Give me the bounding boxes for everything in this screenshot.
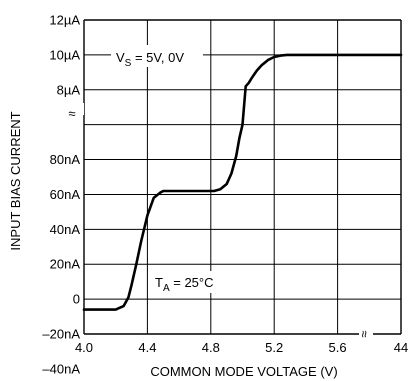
y-tick-label: 8µA [57,82,81,97]
axis-break-x: ≈ [357,330,372,337]
axis-break-marker-y: ≈ [60,103,84,121]
x-tick-label: 5.6 [329,340,347,355]
series-line [82,53,403,311]
supply-annotation-bg [111,45,203,67]
y-tick-label: 10µA [49,47,80,62]
x-tick-label: 4.0 [75,340,93,355]
temperature-annotation-bg [150,271,234,293]
axis-break-marker-x: ≈ [357,320,373,348]
x-tick-label: 44 [394,340,408,355]
y-tick-label: 80nA [50,152,81,167]
x-axis-label: COMMON MODE VOLTAGE (V) [150,364,337,379]
x-tick-label: 4.4 [138,340,156,355]
y-tick-label: –20nA [42,327,80,342]
y-tick-label: 60nA [50,187,81,202]
axis-break-y: ≈ [68,106,75,121]
y-tick-label: 0 [73,292,80,307]
x-tick-label: 5.2 [265,340,283,355]
y-tick-label: 40nA [50,222,81,237]
tick-labels: 12µA 10µA 8µA 80nA 60nA 40nA 20nA 0 –20nA –40nA 4.… [42,13,408,377]
y-axis-label: INPUT BIAS CURRENT [8,111,23,250]
y-tick-label: –40nA [42,361,80,376]
temperature-annotation: TA = 25°C [155,275,214,294]
y-tick-label: 12µA [49,13,80,28]
x-tick-label: 4.8 [202,340,220,355]
supply-annotation: VS = 5V, 0V [116,50,184,69]
y-tick-label: 20nA [50,257,81,272]
